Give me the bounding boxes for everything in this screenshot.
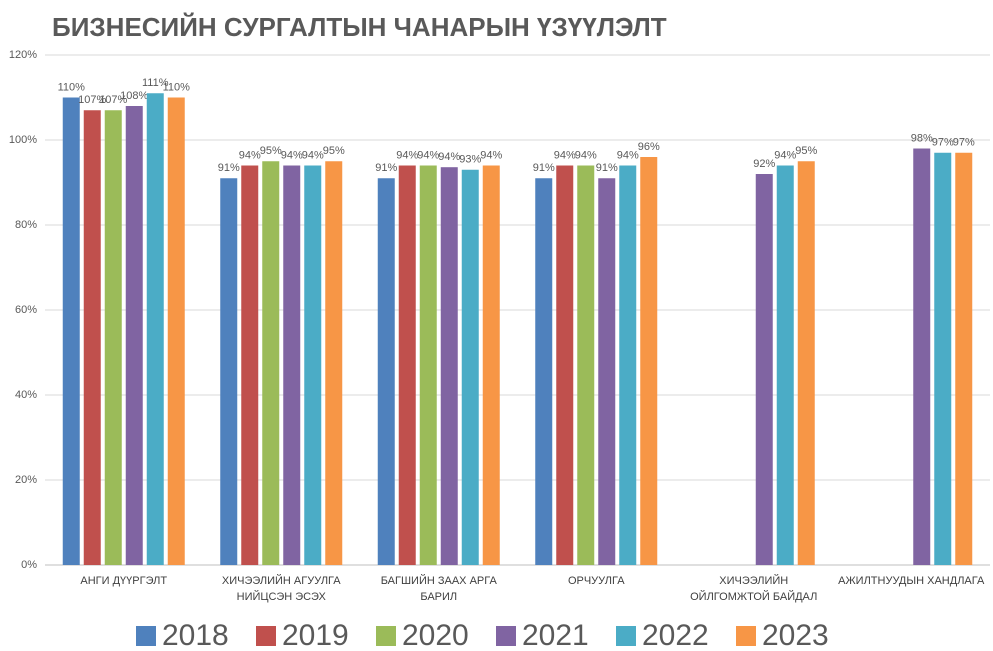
data-label: 94%	[480, 149, 502, 161]
data-label: 91%	[218, 162, 240, 174]
bar	[440, 167, 458, 565]
x-tick-label: АНГИ ДҮҮРГЭЛТ	[80, 575, 168, 587]
data-label: 97%	[932, 137, 954, 149]
legend-label: 2020	[402, 619, 469, 651]
bar	[146, 93, 164, 565]
data-label: 98%	[911, 132, 933, 144]
legend-swatch	[496, 626, 516, 646]
data-label: 91%	[375, 162, 397, 174]
x-tick-label: ХИЧЭЭЛИЙН АГУУЛГА НИЙЦСЭН ЭСЭХ	[221, 575, 341, 603]
bar	[955, 152, 973, 565]
bar	[755, 174, 773, 565]
data-label: 96%	[638, 141, 660, 153]
data-label: 95%	[323, 145, 345, 157]
legend-label: 2019	[282, 619, 349, 651]
legend-label: 2023	[762, 619, 829, 651]
bar	[535, 178, 553, 565]
bar	[283, 165, 301, 565]
data-label: 94%	[617, 149, 639, 161]
legend-swatch	[256, 626, 276, 646]
chart-title: БИЗНЕСИЙН СУРГАЛТЫН ЧАНАРЫН ҮЗҮҮЛЭЛТ	[52, 12, 667, 42]
data-label: 94%	[438, 151, 460, 163]
bar	[377, 178, 395, 565]
data-label: 108%	[120, 90, 148, 102]
data-label: 94%	[239, 149, 261, 161]
x-tick-label: ОРЧУУЛГА	[567, 575, 625, 587]
legend-swatch	[736, 626, 756, 646]
data-label: 91%	[533, 162, 555, 174]
y-tick-label: 100%	[9, 134, 37, 146]
legend-swatch	[616, 626, 636, 646]
bar	[482, 165, 500, 565]
bar	[104, 110, 122, 565]
legend-swatch	[136, 626, 156, 646]
x-tick-label: ХИЧЭЭЛИЙН ОЙЛГОМЖТОЙ БАЙДАЛ	[690, 575, 818, 603]
bar	[241, 165, 259, 565]
data-label: 110%	[58, 81, 86, 93]
legend-label: 2018	[162, 619, 229, 651]
data-label: 91%	[596, 162, 618, 174]
data-label: 95%	[260, 145, 282, 157]
bar	[220, 178, 238, 565]
data-label: 93%	[459, 154, 481, 166]
bar	[640, 157, 658, 565]
bar	[461, 169, 479, 565]
data-label: 107%	[99, 94, 127, 106]
data-label: 94%	[774, 149, 796, 161]
bar	[577, 165, 595, 565]
bar	[83, 110, 101, 565]
y-tick-label: 40%	[15, 389, 37, 401]
data-label: 92%	[753, 158, 775, 170]
data-label: 94%	[417, 149, 439, 161]
bar	[598, 178, 616, 565]
bar	[325, 161, 343, 565]
y-tick-label: 20%	[15, 474, 37, 486]
data-label: 94%	[554, 149, 576, 161]
legend-label: 2021	[522, 619, 589, 651]
y-tick-label: 80%	[15, 219, 37, 231]
data-label: 111%	[142, 77, 169, 89]
data-label: 94%	[396, 149, 418, 161]
y-tick-label: 60%	[15, 304, 37, 316]
data-label: 94%	[281, 149, 303, 161]
y-tick-label: 0%	[21, 559, 37, 571]
bar	[934, 152, 952, 565]
bar	[776, 165, 794, 565]
bar	[167, 97, 185, 565]
bar	[304, 165, 322, 565]
bar	[398, 165, 416, 565]
y-tick-label: 120%	[9, 49, 37, 61]
bar	[619, 165, 637, 565]
bar	[125, 106, 143, 565]
data-label: 107%	[78, 94, 106, 106]
bar	[62, 97, 80, 565]
bar	[797, 161, 815, 565]
legend-swatch	[376, 626, 396, 646]
data-label: 94%	[302, 149, 324, 161]
bar	[556, 165, 574, 565]
data-label: 97%	[953, 137, 975, 149]
bar	[913, 148, 931, 565]
x-tick-label: БАГШИЙН ЗААХ АРГА БАРИЛ	[380, 575, 497, 603]
data-label: 95%	[795, 145, 817, 157]
legend-label: 2022	[642, 619, 709, 651]
x-tick-label: АЖИЛТНУУДЫН ХАНДЛАГА	[838, 575, 985, 587]
bar	[262, 161, 280, 565]
data-label: 110%	[163, 81, 191, 93]
bar	[419, 165, 437, 565]
data-label: 94%	[575, 149, 597, 161]
